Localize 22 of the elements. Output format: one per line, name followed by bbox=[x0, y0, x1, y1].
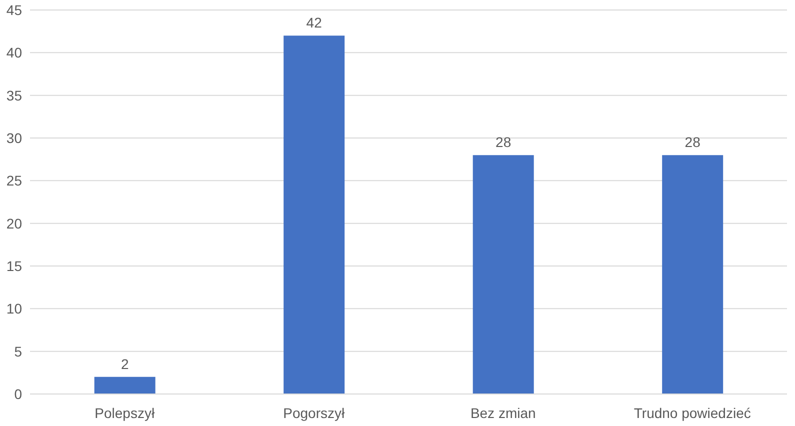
y-tick-label: 40 bbox=[6, 44, 22, 61]
x-tick-label: Trudno powiedzieć bbox=[634, 404, 751, 421]
data-label: 42 bbox=[306, 14, 322, 31]
y-tick-label: 20 bbox=[6, 215, 22, 232]
bar bbox=[94, 376, 156, 394]
bar bbox=[284, 36, 345, 394]
bar bbox=[472, 155, 534, 394]
y-tick-label: 30 bbox=[6, 130, 22, 146]
y-tick-label: 10 bbox=[6, 300, 22, 317]
data-label: 28 bbox=[496, 134, 512, 150]
data-label: 28 bbox=[684, 134, 701, 150]
bar bbox=[662, 155, 724, 394]
y-tick-label: 0 bbox=[14, 386, 22, 402]
y-tick-label: 25 bbox=[6, 172, 22, 189]
x-tick-label: Pogorszył bbox=[283, 404, 346, 421]
x-tick-label: Bez zmian bbox=[470, 404, 536, 421]
y-tick-label: 35 bbox=[6, 87, 22, 104]
data-label: 2 bbox=[120, 356, 129, 372]
y-tick-label: 45 bbox=[6, 2, 22, 18]
y-tick-label: 15 bbox=[6, 258, 22, 274]
x-tick-label: Polepszył bbox=[94, 404, 156, 421]
y-tick-label: 5 bbox=[14, 343, 22, 360]
